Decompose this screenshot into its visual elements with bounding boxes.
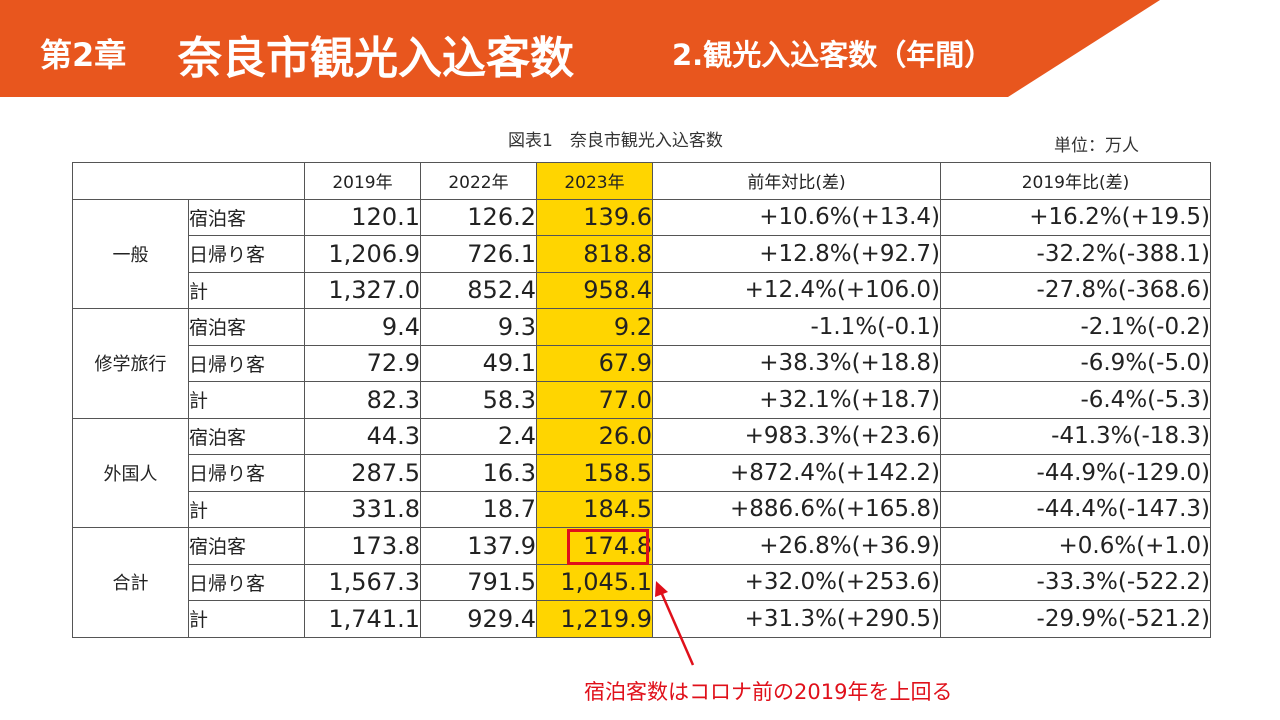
value-2023-text: 174.8 xyxy=(583,531,652,560)
table-row: 日帰り客 72.9 49.1 67.9 +38.3%(+18.8) -6.9%(-5.0) xyxy=(73,344,1211,382)
chapter-label: 第2章 xyxy=(40,36,127,74)
value-2022: 929.4 xyxy=(420,600,537,638)
value-yoy: +872.4%(+142.2) xyxy=(652,454,941,492)
value-vs2019: -6.9%(-5.0) xyxy=(940,344,1211,382)
row-label: 計 xyxy=(188,381,305,419)
row-label: 日帰り客 xyxy=(188,563,305,601)
value-yoy: +32.1%(+18.7) xyxy=(652,381,941,419)
col-header-2019: 2019年 xyxy=(304,162,421,200)
col-header-yoy: 前年対比(差) xyxy=(652,162,941,200)
table-row: 外国人 宿泊客 44.3 2.4 26.0 +983.3%(+23.6) -41.3%(-1… xyxy=(72,417,1211,528)
table-caption: 図表1 奈良市観光入込客数 xyxy=(508,131,723,151)
value-vs2019: -27.8%(-368.6) xyxy=(940,271,1211,309)
table-header-row: 2019年 2022年 2023年 前年対比(差) 2019年比(差) xyxy=(72,162,1211,200)
table-row: 合計 宿泊客 173.8 137.9 174.8 +26.8%(+36.9) +0.6%(+… xyxy=(72,527,1211,638)
value-yoy: +32.0%(+253.6) xyxy=(652,563,941,601)
table-row: 計 331.8 18.7 184.5 +886.6%(+165.8) -44.4%(-14… xyxy=(73,490,1211,528)
value-2019: 44.3 xyxy=(304,417,421,455)
table-row: 日帰り客 287.5 16.3 158.5 +872.4%(+142.2) -44.9%(… xyxy=(73,454,1211,492)
value-2023: 158.5 xyxy=(536,454,653,492)
table-row: 日帰り客 1,567.3 791.5 1,045.1 +32.0%(+253.6) -33… xyxy=(73,563,1211,601)
value-yoy: +886.6%(+165.8) xyxy=(652,490,941,528)
value-2022: 2.4 xyxy=(420,417,537,455)
value-2023: 139.6 xyxy=(536,198,653,236)
table-row: 一般 宿泊客 120.1 126.2 139.6 +10.6%(+13.4) +16.2%(… xyxy=(72,198,1211,309)
value-2019: 1,567.3 xyxy=(304,563,421,601)
value-2022: 137.9 xyxy=(420,527,537,565)
value-vs2019: -44.9%(-129.0) xyxy=(940,454,1211,492)
value-2023: 818.8 xyxy=(536,235,653,273)
group-label: 合計 xyxy=(72,527,189,638)
value-yoy: -1.1%(-0.1) xyxy=(652,308,941,346)
highlight-box xyxy=(567,529,649,565)
header-banner xyxy=(0,0,1160,97)
table-row: 計 1,327.0 852.4 958.4 +12.4%(+106.0) -27.8%(-… xyxy=(73,271,1211,309)
row-label: 宿泊客 xyxy=(188,417,305,455)
value-2022: 58.3 xyxy=(420,381,537,419)
value-2019: 287.5 xyxy=(304,454,421,492)
value-2019: 120.1 xyxy=(304,198,421,236)
value-2023: 958.4 xyxy=(536,271,653,309)
row-label: 日帰り客 xyxy=(188,454,305,492)
value-2022: 18.7 xyxy=(420,490,537,528)
visitor-table: 2019年 2022年 2023年 前年対比(差) 2019年比(差) 一般 宿泊… xyxy=(72,162,1211,638)
value-2023: 26.0 xyxy=(536,417,653,455)
row-label: 計 xyxy=(188,600,305,638)
value-2022: 126.2 xyxy=(420,198,537,236)
value-2019: 1,741.1 xyxy=(304,600,421,638)
value-2019: 173.8 xyxy=(304,527,421,565)
unit-label: 単位：万人 xyxy=(1054,136,1139,156)
value-2023: 67.9 xyxy=(536,344,653,382)
group-label: 一般 xyxy=(72,198,189,309)
value-yoy: +12.8%(+92.7) xyxy=(652,235,941,273)
value-2023: 1,219.9 xyxy=(536,600,653,638)
section-subtitle: 2.観光入込客数（年間） xyxy=(672,38,994,72)
value-yoy: +31.3%(+290.5) xyxy=(652,600,941,638)
callout-note: 宿泊客数はコロナ前の2019年を上回る xyxy=(584,680,953,704)
col-header-2023: 2023年 xyxy=(536,162,653,200)
value-vs2019: -6.4%(-5.3) xyxy=(940,381,1211,419)
row-label: 日帰り客 xyxy=(188,235,305,273)
value-yoy: +10.6%(+13.4) xyxy=(652,198,941,236)
value-2023: 174.8 xyxy=(536,527,653,565)
value-2022: 726.1 xyxy=(420,235,537,273)
value-yoy: +38.3%(+18.8) xyxy=(652,344,941,382)
table-row: 修学旅行 宿泊客 9.4 9.3 9.2 -1.1%(-0.1) -2.1%(-0.2) xyxy=(72,308,1211,419)
table-row: 計 82.3 58.3 77.0 +32.1%(+18.7) -6.4%(-5.3) xyxy=(73,381,1211,419)
value-vs2019: +0.6%(+1.0) xyxy=(940,527,1211,565)
group-label: 修学旅行 xyxy=(72,308,189,419)
col-header-2022: 2022年 xyxy=(420,162,537,200)
value-vs2019: -29.9%(-521.2) xyxy=(940,600,1211,638)
value-vs2019: -44.4%(-147.3) xyxy=(940,490,1211,528)
value-2023: 9.2 xyxy=(536,308,653,346)
value-2019: 1,327.0 xyxy=(304,271,421,309)
row-label: 宿泊客 xyxy=(188,527,305,565)
value-yoy: +12.4%(+106.0) xyxy=(652,271,941,309)
value-yoy: +983.3%(+23.6) xyxy=(652,417,941,455)
table-row: 計 1,741.1 929.4 1,219.9 +31.3%(+290.5) -29.9%… xyxy=(73,600,1211,638)
value-vs2019: +16.2%(+19.5) xyxy=(940,198,1211,236)
group-label: 外国人 xyxy=(72,417,189,528)
page-title: 奈良市観光入込客数 xyxy=(178,33,574,84)
value-2022: 49.1 xyxy=(420,344,537,382)
row-label: 計 xyxy=(188,271,305,309)
value-2022: 9.3 xyxy=(420,308,537,346)
value-2023: 77.0 xyxy=(536,381,653,419)
value-2022: 852.4 xyxy=(420,271,537,309)
value-yoy: +26.8%(+36.9) xyxy=(652,527,941,565)
value-2019: 9.4 xyxy=(304,308,421,346)
value-2022: 791.5 xyxy=(420,563,537,601)
value-2019: 1,206.9 xyxy=(304,235,421,273)
